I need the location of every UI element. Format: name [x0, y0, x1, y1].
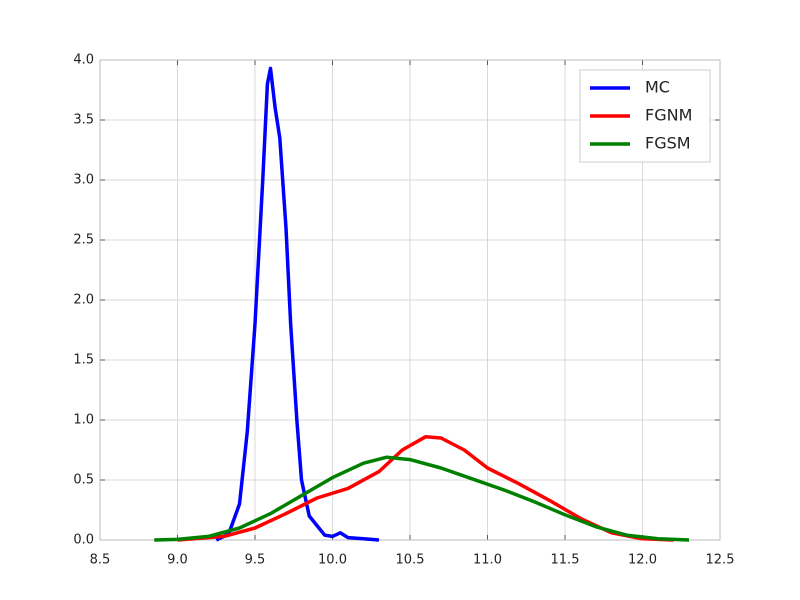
x-tick-label: 11.0	[473, 553, 502, 568]
y-tick-label: 0.0	[73, 533, 94, 548]
legend: MC FGNM FGSM	[579, 69, 711, 163]
x-tick-label: 9.5	[245, 553, 266, 568]
x-tick-label: 9.0	[167, 553, 188, 568]
series-line	[177, 435, 674, 542]
plot-frame	[99, 59, 721, 541]
x-tick-label: 12.5	[706, 553, 735, 568]
y-tick-label: 3.5	[73, 113, 94, 128]
series-line	[154, 455, 690, 542]
y-tick-label: 1.5	[73, 353, 94, 368]
y-tick-label: 4.0	[73, 53, 94, 68]
x-tick-label: 12.0	[628, 553, 657, 568]
y-tick-label: 3.0	[73, 173, 94, 188]
legend-label: MC	[645, 78, 670, 97]
y-tick-label: 1.0	[73, 413, 94, 428]
y-tick-label: 2.0	[73, 293, 94, 308]
series-line	[215, 66, 380, 542]
y-tick-label: 2.5	[73, 233, 94, 248]
x-tick-label: 8.5	[90, 553, 111, 568]
y-tick-label: 0.5	[73, 473, 94, 488]
x-tick-label: 10.5	[396, 553, 425, 568]
x-tick-label: 10.0	[318, 553, 347, 568]
legend-label: FGNM	[645, 106, 692, 125]
legend-label: FGSM	[645, 134, 691, 153]
x-tick-label: 11.5	[551, 553, 580, 568]
